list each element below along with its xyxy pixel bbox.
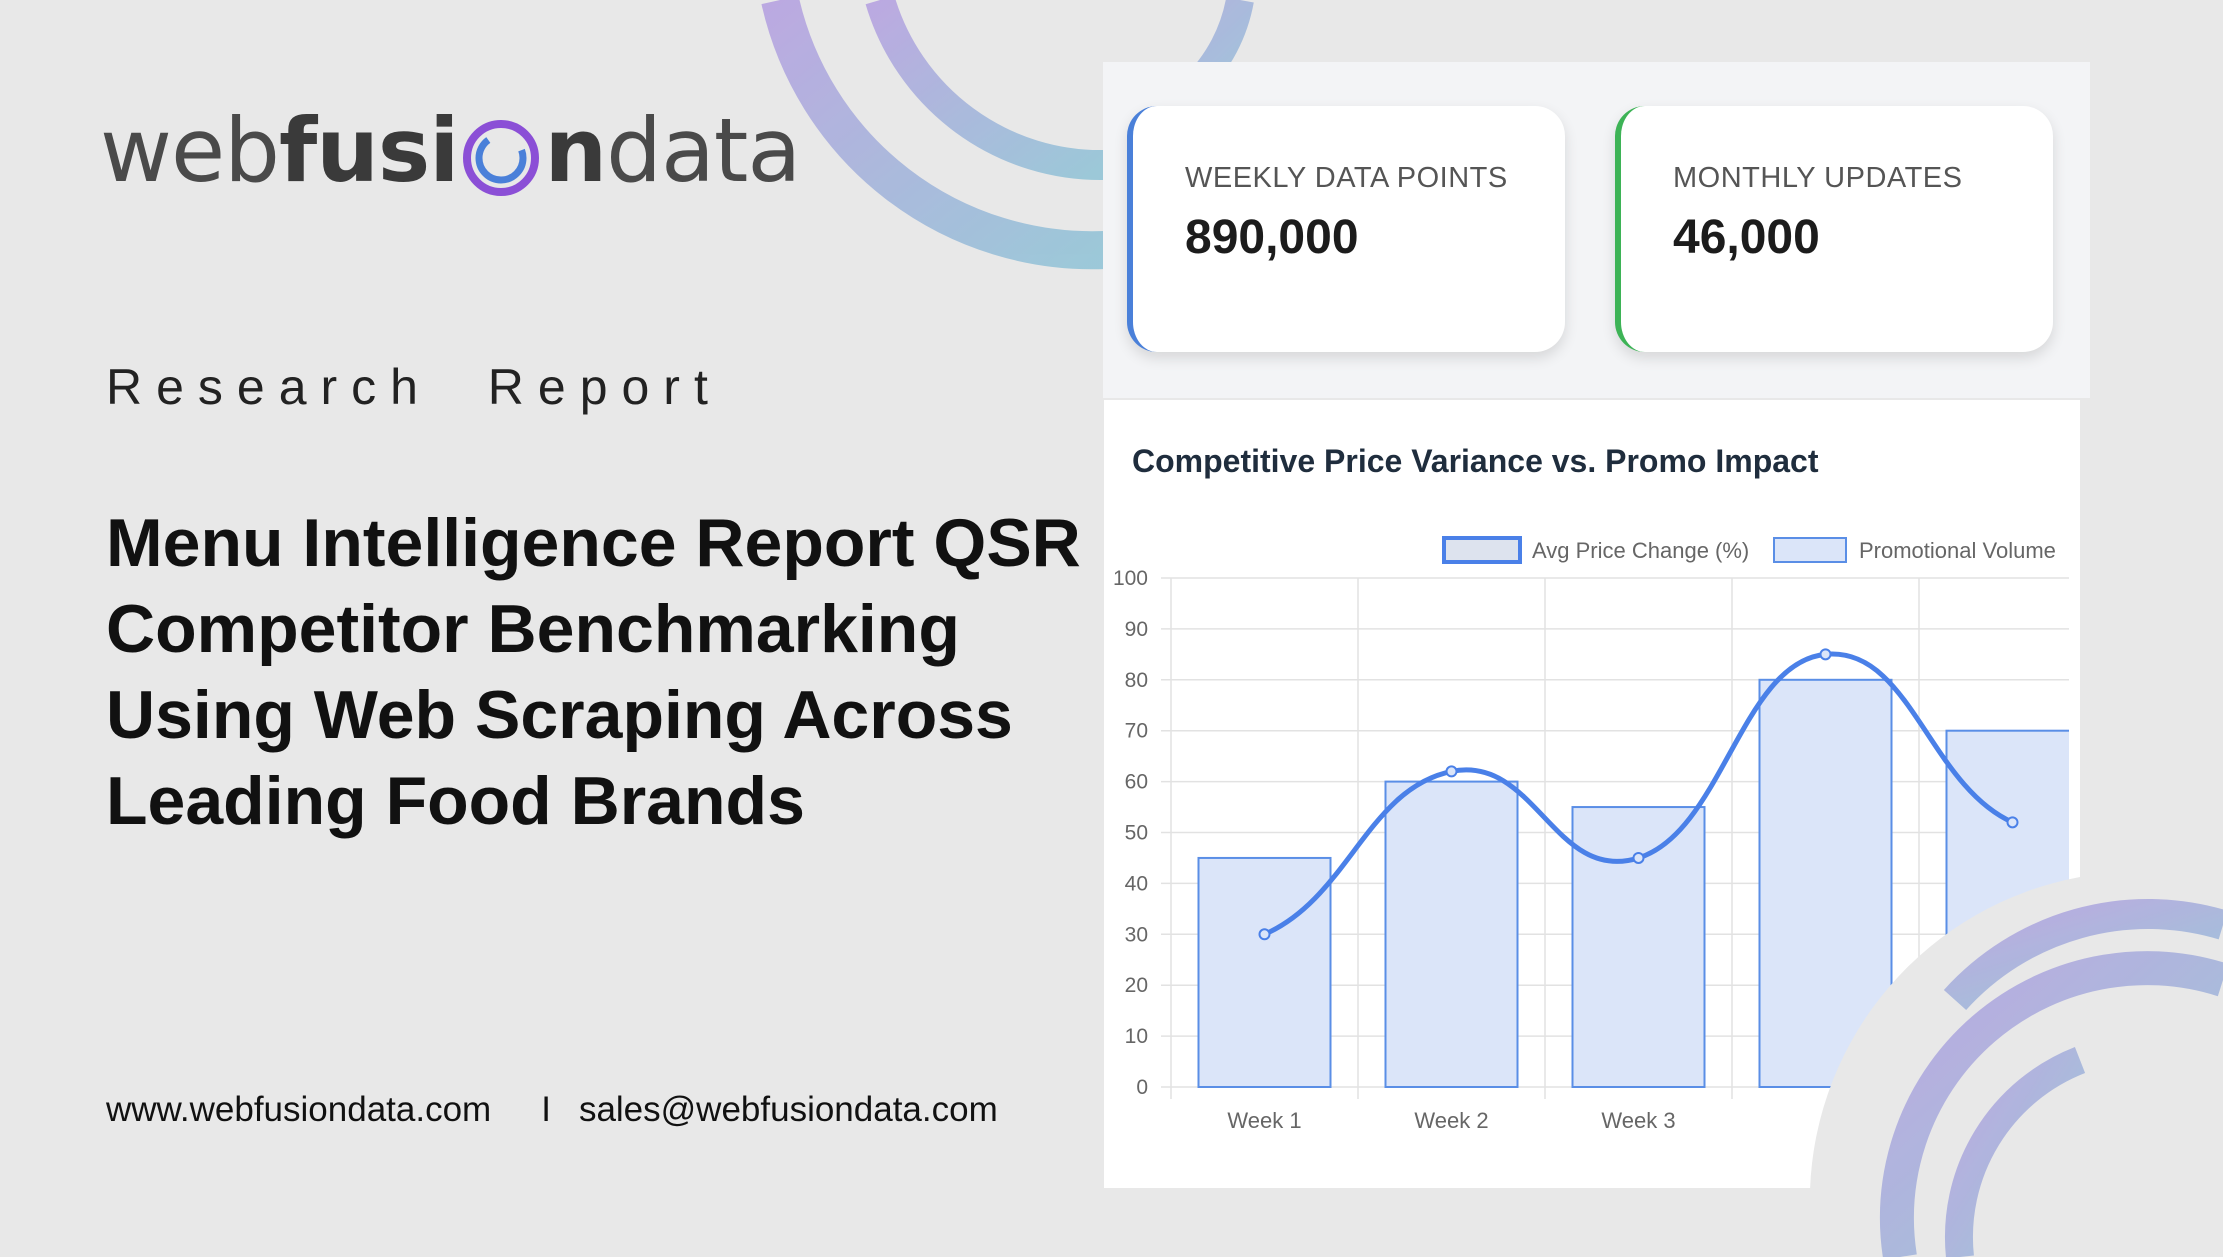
y-tick-label: 30 xyxy=(1125,923,1148,946)
kpi-card-monthly-updates: MONTHLY UPDATES 46,000 xyxy=(1615,106,2053,352)
x-axis: Week 1 Week 2 Week 3 xyxy=(1227,1108,1675,1133)
y-axis: 0 10 20 30 40 50 60 70 80 90 100 xyxy=(1113,567,1148,1099)
y-tick-label: 20 xyxy=(1125,974,1148,997)
bar-promo-volume xyxy=(1758,678,1893,1088)
chart-legend: Avg Price Change (%) Promotional Volume xyxy=(1442,536,2056,564)
x-tick-label: Week 1 xyxy=(1227,1108,1301,1133)
chart-title: Competitive Price Variance vs. Promo Imp… xyxy=(1132,443,1819,479)
email-link[interactable]: sales@webfusiondata.com xyxy=(578,1090,998,1129)
y-tick-label: 70 xyxy=(1125,720,1148,743)
kpi-value: 890,000 xyxy=(1185,211,1359,264)
price-change-line xyxy=(1258,648,2019,941)
logo-o-ring-icon xyxy=(463,120,540,196)
x-tick-label: Week 2 xyxy=(1414,1108,1488,1133)
bar-promo-volume xyxy=(1197,856,1332,1089)
kpi-label: WEEKLY DATA POINTS xyxy=(1185,162,1508,194)
point-price-change xyxy=(1819,648,1832,661)
point-price-change xyxy=(2006,816,2019,829)
y-tick-label: 90 xyxy=(1125,618,1148,641)
point-price-change xyxy=(1445,765,1458,778)
price-promo-chart: Avg Price Change (%) Promotional Volume 0… xyxy=(1113,536,2069,1133)
bar-promo-volume xyxy=(1571,806,1706,1088)
kpi-card-weekly-data-points: WEEKLY DATA POINTS 890,000 xyxy=(1127,106,1565,352)
contact-separator: I xyxy=(541,1090,551,1129)
logo-text-n: n xyxy=(544,98,607,202)
report-eyebrow: Research Report xyxy=(106,359,722,415)
legend-label-price-change: Avg Price Change (%) xyxy=(1532,538,1749,563)
kpi-value: 46,000 xyxy=(1673,211,1820,264)
legend-label-promo-volume: Promotional Volume xyxy=(1859,538,2056,563)
kpi-label: MONTHLY UPDATES xyxy=(1673,162,1963,194)
website-link[interactable]: www.webfusiondata.com xyxy=(106,1090,492,1129)
brand-logo: web fusi n data xyxy=(100,95,801,205)
point-price-change xyxy=(1258,928,1271,941)
bar-promo-volume xyxy=(1384,780,1519,1088)
chart-panel: Competitive Price Variance vs. Promo Imp… xyxy=(1104,400,2080,1188)
logo-text-fusi: fusi xyxy=(278,98,459,202)
y-tick-label: 60 xyxy=(1125,771,1148,794)
logo-text-data: data xyxy=(606,98,801,202)
legend-swatch-price-change xyxy=(1442,536,1522,564)
y-tick-label: 10 xyxy=(1125,1025,1148,1048)
contact-line: www.webfusiondata.com I sales@webfusiond… xyxy=(106,1090,998,1130)
y-tick-label: 50 xyxy=(1125,822,1148,845)
kpi-panel: WEEKLY DATA POINTS 890,000 MONTHLY UPDAT… xyxy=(1103,62,2090,398)
report-title: Menu Intelligence Report QSR Competitor … xyxy=(106,505,1081,839)
x-tick-label: Week 3 xyxy=(1601,1108,1675,1133)
logo-text-web: web xyxy=(100,98,280,202)
legend-swatch-promo-volume xyxy=(1773,537,1847,563)
point-price-change xyxy=(1632,851,1645,864)
y-tick-label: 100 xyxy=(1113,567,1148,590)
y-tick-label: 80 xyxy=(1125,669,1148,692)
y-tick-label: 0 xyxy=(1136,1076,1148,1099)
y-tick-label: 40 xyxy=(1125,872,1148,895)
